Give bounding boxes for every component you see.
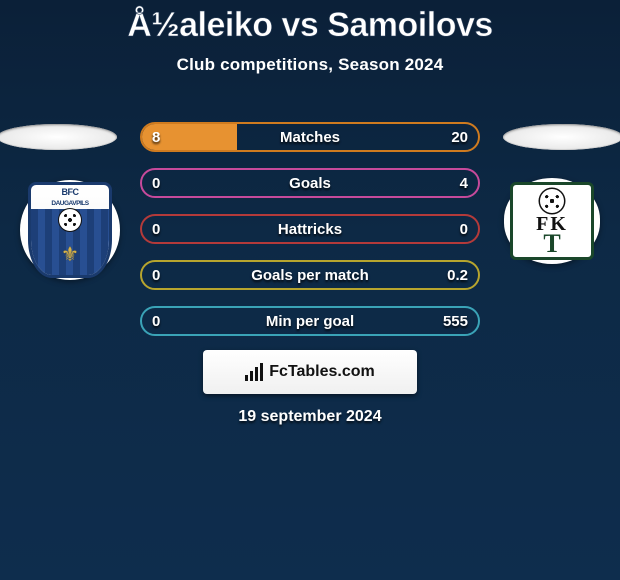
fctables-brand: FcTables.com bbox=[245, 363, 375, 381]
stat-label: Goals per match bbox=[140, 260, 480, 290]
stat-value-right: 4 bbox=[460, 168, 468, 198]
stat-bar-matches: 8Matches20 bbox=[140, 122, 480, 152]
crest-text: BFC DAUGAVPILS bbox=[31, 187, 109, 209]
club-logo-left: BFC DAUGAVPILS ⚜ bbox=[20, 180, 120, 280]
stat-bar-goals: 0Goals4 bbox=[140, 168, 480, 198]
stat-value-right: 555 bbox=[443, 306, 468, 336]
fk-t-crest: FK T bbox=[510, 182, 594, 260]
stat-value-right: 0.2 bbox=[447, 260, 468, 290]
stat-label: Min per goal bbox=[140, 306, 480, 336]
stat-bars: 8Matches200Goals40Hattricks00Goals per m… bbox=[140, 122, 480, 352]
stat-label: Matches bbox=[140, 122, 480, 152]
page-title: Å½aleiko vs Samoilovs bbox=[0, 0, 620, 45]
comparison-card: Å½aleiko vs Samoilovs Club competitions,… bbox=[0, 0, 620, 580]
attribution-card[interactable]: FcTables.com bbox=[203, 350, 417, 394]
soccer-ball-icon bbox=[59, 209, 81, 231]
snapshot-date: 19 september 2024 bbox=[0, 408, 620, 426]
page-subtitle: Club competitions, Season 2024 bbox=[0, 55, 620, 75]
stat-value-right: 0 bbox=[460, 214, 468, 244]
crest-text-t: T bbox=[513, 229, 591, 259]
fleur-de-lis-icon: ⚜ bbox=[61, 242, 79, 267]
club-logo-right: FK T bbox=[504, 178, 600, 264]
left-platform bbox=[0, 124, 117, 150]
bfc-daugavpils-crest: BFC DAUGAVPILS ⚜ bbox=[28, 182, 112, 278]
right-platform bbox=[503, 124, 620, 150]
stat-label: Goals bbox=[140, 168, 480, 198]
brand-text: FcTables.com bbox=[269, 363, 375, 381]
bar-chart-icon bbox=[245, 363, 263, 381]
soccer-ball-icon bbox=[540, 189, 564, 213]
stat-label: Hattricks bbox=[140, 214, 480, 244]
stat-value-right: 20 bbox=[451, 122, 468, 152]
stat-bar-goals-per-match: 0Goals per match0.2 bbox=[140, 260, 480, 290]
stat-bar-hattricks: 0Hattricks0 bbox=[140, 214, 480, 244]
stat-bar-min-per-goal: 0Min per goal555 bbox=[140, 306, 480, 336]
